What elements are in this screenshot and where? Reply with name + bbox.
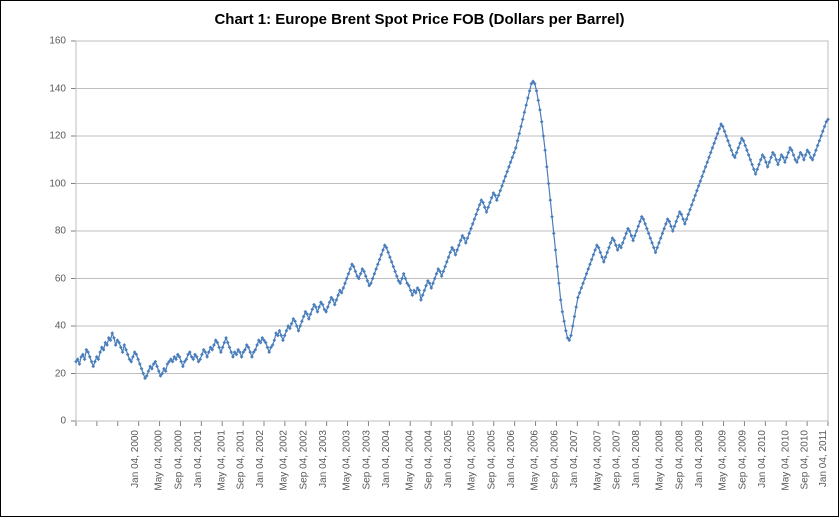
y-tick-label: 100 (49, 178, 66, 189)
x-tick-label: Sep 04, 2007 (612, 430, 623, 490)
y-tick-label: 140 (49, 83, 66, 94)
x-tick-label: Jan 04, 2006 (506, 430, 517, 488)
x-tick-label: Sep 04, 2003 (361, 430, 372, 490)
x-tick-label: Jan 04, 2004 (380, 430, 391, 488)
x-tick-label: May 04, 2003 (341, 430, 352, 491)
x-tick-label: May 04, 2002 (279, 430, 290, 491)
y-tick-label: 0 (60, 416, 66, 427)
x-tick-label: Sep 04, 2009 (737, 430, 748, 490)
chart-container: Chart 1: Europe Brent Spot Price FOB (Do… (0, 0, 839, 517)
x-tick-label: Sep 04, 2000 (173, 430, 184, 490)
x-tick-label: May 04, 2008 (655, 430, 666, 491)
x-tick-label: Sep 04, 2010 (800, 430, 811, 490)
x-tick-label: Sep 04, 2008 (675, 430, 686, 490)
x-tick-label: Jan 04, 2003 (318, 430, 329, 488)
y-tick-label: 40 (55, 321, 66, 332)
y-tick-label: 60 (55, 273, 66, 284)
x-tick-label: May 04, 2006 (529, 430, 540, 491)
y-tick-label: 120 (49, 131, 66, 142)
x-tick-label: Jan 04, 2008 (631, 430, 642, 488)
x-tick-label: Jan 04, 2007 (568, 430, 579, 488)
plot-area (76, 41, 828, 421)
x-tick-label: May 04, 2001 (216, 430, 227, 491)
x-tick-label: Sep 04, 2001 (236, 430, 247, 490)
x-tick-label: Sep 04, 2005 (487, 430, 498, 490)
chart-svg (1, 1, 839, 518)
x-tick-label: Sep 04, 2002 (299, 430, 310, 490)
x-tick-label: Jan 04, 2009 (694, 430, 705, 488)
x-tick-label: Jan 04, 2011 (818, 430, 829, 487)
x-tick-label: Jan 04, 2001 (192, 430, 203, 488)
y-tick-label: 160 (49, 36, 66, 47)
x-tick-label: Jan 04, 2002 (255, 430, 266, 488)
x-tick-label: Sep 04, 2004 (424, 430, 435, 490)
x-tick-label: May 04, 2010 (780, 430, 791, 491)
x-tick-label: May 04, 2004 (404, 430, 415, 491)
y-tick-label: 80 (55, 226, 66, 237)
x-tick-label: May 04, 2009 (717, 430, 728, 491)
x-tick-label: Sep 04, 2006 (549, 430, 560, 490)
x-tick-label: Jan 04, 2010 (756, 430, 767, 488)
x-tick-label: May 04, 2000 (153, 430, 164, 491)
y-tick-label: 20 (55, 368, 66, 379)
x-tick-label: Jan 04, 2000 (130, 430, 141, 488)
x-tick-label: May 04, 2005 (467, 430, 478, 491)
x-tick-label: May 04, 2007 (592, 430, 603, 491)
x-tick-label: Jan 04, 2005 (443, 430, 454, 488)
